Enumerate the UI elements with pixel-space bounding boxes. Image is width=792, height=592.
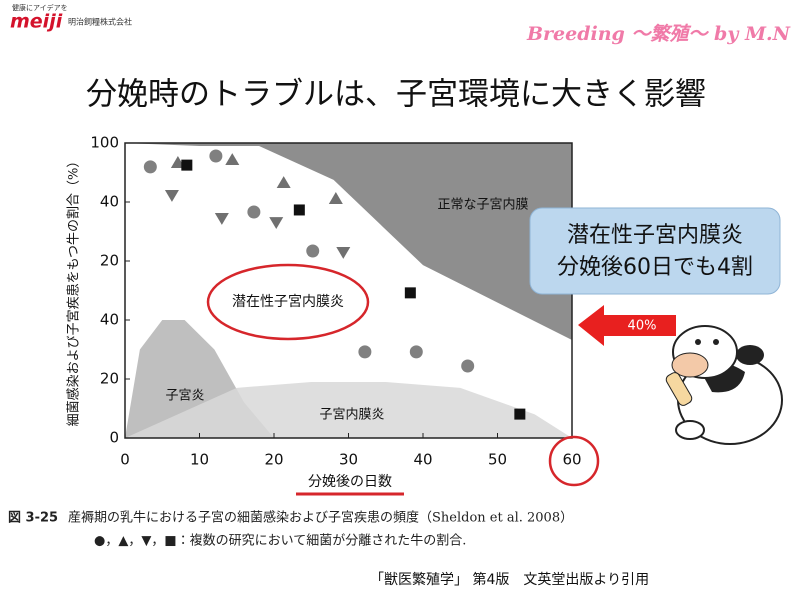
x-tick-label: 0 [120, 451, 130, 469]
x-tick-label: 10 [190, 451, 209, 469]
area [125, 143, 572, 341]
y-tick-label: 20 [100, 370, 119, 388]
point [358, 345, 372, 359]
point [164, 190, 179, 202]
callout-line: 分娩後60日でも4割 [557, 255, 753, 280]
y-tick-label: 40 [100, 193, 119, 211]
y-tick-label: 40 [100, 311, 119, 329]
highlight-ellipse [206, 263, 370, 341]
point [247, 205, 261, 219]
point [225, 153, 240, 166]
annotation: 潜在性子宮内膜炎 [232, 294, 344, 310]
cow-illustration [665, 325, 783, 445]
point [209, 149, 223, 163]
x-axis-label: 分娩後の日数 [308, 474, 392, 490]
tagline: 健康にアイデアを [12, 3, 68, 12]
callout-line: 潜在性子宮内膜炎 [567, 223, 743, 248]
source: 「獣医繁殖学」 第4版 文英堂出版より引用 [370, 571, 649, 588]
highlight-circle [548, 435, 600, 487]
point [328, 192, 343, 204]
point [276, 176, 291, 189]
callout-box [529, 207, 781, 295]
area [125, 381, 572, 438]
series-title: Breeding ～繁殖～ by M.N [526, 23, 791, 45]
point [409, 345, 423, 359]
y-axis-label: 細菌感染および子宮疾患をもつ牛の割合（%） [66, 155, 82, 427]
area-label: 子宮炎 [165, 388, 204, 404]
x-tick-label: 60 [562, 451, 581, 469]
point [306, 244, 320, 258]
company: 明治飼糧株式会社 [68, 17, 132, 27]
point [336, 246, 351, 259]
point [269, 217, 284, 230]
point [514, 408, 526, 420]
figure-legend: ●，▲，▼，■：複数の研究において細菌が分離された牛の割合. [94, 533, 466, 549]
figure-number: 図 3-25 [8, 511, 58, 526]
brand: meiji [10, 11, 63, 33]
point [181, 159, 193, 171]
area-label: 正常な子宮内膜 [437, 197, 528, 213]
point [404, 287, 416, 299]
x-tick-label: 50 [488, 451, 507, 469]
arrow [578, 305, 676, 346]
figure-caption: 産褥期の乳牛における子宮の細菌感染および子宮疾患の頻度（Sheldon et a… [68, 510, 573, 526]
slide-title: 分娩時のトラブルは、子宮環境に大きく影響 [86, 77, 706, 113]
point [214, 213, 229, 225]
point [293, 204, 305, 216]
y-tick-label: 20 [100, 252, 119, 270]
x-tick-label: 30 [339, 451, 358, 469]
x-tick-label: 20 [264, 451, 283, 469]
y-tick-label: 100 [90, 134, 119, 152]
arrow-label: 40% [628, 319, 657, 334]
point [143, 160, 157, 174]
y-tick-label: 0 [109, 429, 119, 447]
point [461, 359, 475, 373]
x-tick-label: 40 [413, 451, 432, 469]
area-label: 子宮内膜炎 [319, 407, 384, 423]
